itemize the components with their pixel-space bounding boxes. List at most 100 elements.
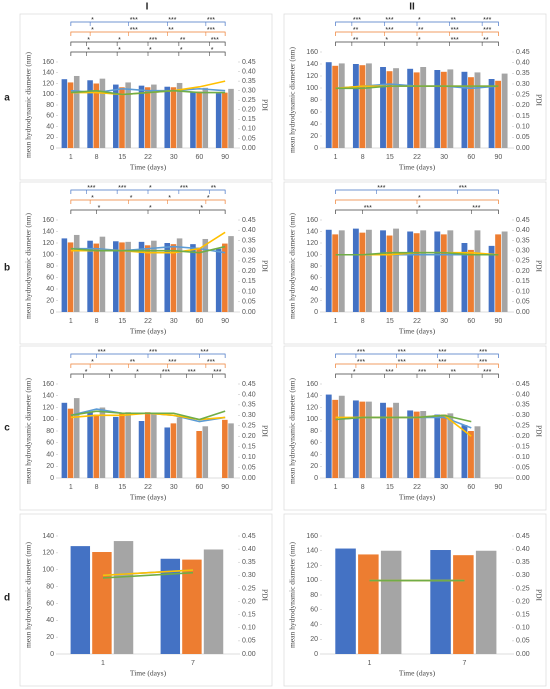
significance-label: *: [130, 195, 133, 202]
significance-label: *: [207, 195, 210, 202]
y2-tick-label: 0.10: [242, 288, 256, 295]
bar: [393, 68, 399, 148]
significance-label: ***: [364, 205, 372, 212]
bar: [338, 395, 345, 478]
panel-frame: [283, 345, 547, 511]
bar: [87, 240, 93, 312]
y-tick-label: 0: [314, 309, 318, 316]
x-tick-label: 15: [118, 318, 126, 325]
y-tick-label: 0: [50, 309, 54, 316]
significance-label: ***: [377, 185, 385, 192]
y-tick-label: 40: [46, 451, 54, 458]
significance-label: **: [130, 359, 136, 366]
y-tick-label: 60: [46, 600, 54, 607]
significance-label: *: [418, 17, 421, 24]
bar: [430, 550, 451, 654]
significance-label: *: [418, 205, 421, 212]
significance-label: ***: [459, 185, 467, 192]
y-tick-label: 20: [46, 134, 54, 141]
bar: [495, 234, 502, 312]
significance-label: ***: [130, 27, 138, 34]
bar: [67, 408, 74, 478]
bar: [190, 244, 196, 312]
bar: [164, 243, 171, 312]
y-tick-label: 160: [42, 381, 54, 388]
x-tick-label: 90: [221, 318, 229, 325]
x-tick-label: 60: [196, 484, 204, 491]
bar: [176, 238, 183, 312]
significance-bracket: [70, 373, 226, 378]
y-axis-title: mean hydrodynamic diameter (nm): [288, 47, 297, 154]
y-tick-label: 60: [46, 274, 54, 281]
y-tick-label: 120: [306, 73, 318, 80]
y2-tick-label: 0.15: [242, 612, 256, 619]
y2-tick-label: 0.35: [516, 559, 530, 566]
significance-label: ***: [438, 349, 446, 356]
bar: [125, 412, 131, 478]
y-tick-label: 80: [310, 428, 318, 435]
pdi-line: [335, 251, 499, 256]
bar: [488, 245, 495, 312]
y-tick-label: 140: [42, 533, 54, 540]
x-tick-label: 60: [467, 484, 475, 491]
x-tick-label: 30: [170, 484, 178, 491]
significance-label: ***: [188, 369, 196, 376]
significance-label: ***: [353, 17, 361, 24]
x-tick-label: 1: [334, 154, 338, 161]
significance-label: ***: [385, 369, 393, 376]
x-tick-label: 60: [196, 318, 204, 325]
bar: [407, 410, 414, 478]
y2-tick-label: 0.20: [516, 433, 530, 440]
y2-tick-label: 0.05: [516, 464, 530, 471]
bar: [365, 63, 372, 148]
y2-tick-label: 0.25: [242, 585, 256, 592]
y2-tick-label: 0.10: [516, 625, 530, 632]
bar: [228, 88, 234, 148]
bar: [359, 65, 366, 148]
y2-tick-label: 0.20: [242, 268, 256, 275]
bar: [380, 67, 386, 148]
y-tick-label: 140: [306, 393, 318, 400]
bar: [138, 421, 145, 478]
significance-label: *: [136, 369, 139, 376]
bar: [144, 412, 151, 478]
significance-label: *: [91, 359, 94, 366]
y2-tick-label: 0.05: [242, 135, 256, 142]
y-tick-label: 0: [50, 651, 54, 658]
bar: [407, 68, 414, 148]
bar: [125, 241, 131, 312]
bar: [380, 230, 386, 312]
bar: [380, 550, 402, 654]
y-tick-label: 60: [310, 274, 318, 281]
y2-axis-title: PDI: [260, 425, 269, 438]
y-tick-label: 60: [310, 440, 318, 447]
bar: [228, 236, 234, 312]
bar: [468, 77, 474, 148]
column-label: II: [409, 2, 415, 13]
x-tick-label: 15: [118, 154, 126, 161]
y-tick-label: 160: [306, 217, 318, 224]
significance-label: **: [180, 37, 186, 44]
bar: [440, 414, 447, 478]
y-tick-label: 80: [46, 428, 54, 435]
significance-label: **: [353, 37, 359, 44]
y2-tick-label: 0.25: [516, 585, 530, 592]
bar: [447, 230, 454, 312]
y-tick-label: 80: [310, 263, 318, 270]
y-tick-label: 40: [46, 123, 54, 130]
y-tick-label: 160: [42, 59, 54, 66]
significance-label: ***: [357, 359, 365, 366]
y-tick-label: 160: [306, 381, 318, 388]
y2-tick-label: 0.15: [242, 444, 256, 451]
x-tick-label: 22: [413, 154, 421, 161]
bar: [440, 71, 447, 148]
y2-tick-label: 0.30: [516, 412, 530, 419]
significance-label: *: [118, 37, 121, 44]
bar: [73, 398, 80, 478]
bar: [332, 234, 339, 312]
y-tick-label: 80: [46, 263, 54, 270]
significance-label: ***: [87, 185, 95, 192]
y2-tick-label: 0.25: [242, 423, 256, 430]
y-tick-label: 20: [310, 636, 318, 643]
